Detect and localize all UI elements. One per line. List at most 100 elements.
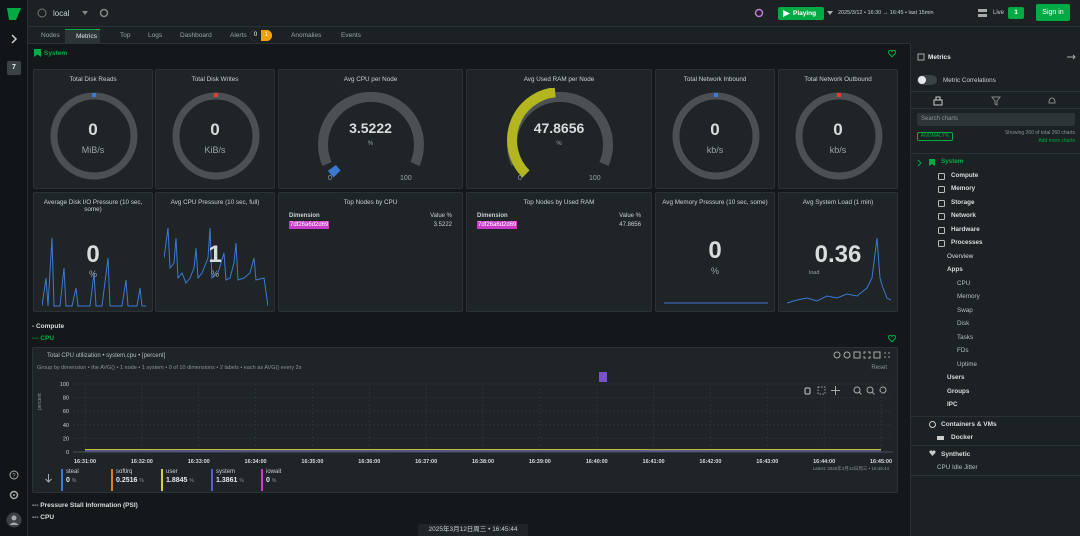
pan-hand-icon[interactable] (803, 386, 812, 395)
tab-alerts[interactable]: Alerts (219, 29, 250, 43)
sparkle-icon[interactable] (754, 8, 764, 18)
legend-value: 1.8845 (166, 477, 188, 484)
nav-item-system[interactable]: System (941, 158, 964, 165)
live-count-badge[interactable]: 1 (1008, 7, 1024, 19)
bell-icon[interactable] (833, 351, 841, 359)
space-name[interactable]: local (53, 9, 70, 18)
alert-counts[interactable]: 0 1 (250, 30, 272, 41)
move-icon[interactable] (831, 386, 840, 395)
card-memory-pressure[interactable]: Avg Memory Pressure (10 sec, some) 0 % (655, 192, 775, 312)
copy-icon[interactable] (853, 351, 861, 359)
card-top-nodes-ram[interactable]: Top Nodes by Used RAM Dimension Value % … (466, 192, 652, 312)
node-name[interactable]: 7df26a6d2d69 (289, 221, 330, 229)
legend-item-softirq[interactable]: softirq 0.2516% (111, 469, 159, 491)
chevron-down-icon[interactable] (827, 11, 833, 16)
legend-item-system[interactable]: system 1.3861% (211, 469, 259, 491)
select-icon[interactable] (817, 386, 826, 395)
nodes-icon[interactable] (977, 8, 988, 18)
gauge-card-disk-writes[interactable]: Total Disk Writes 0 KiB/s (155, 69, 275, 189)
chevron-right-icon[interactable] (9, 34, 19, 44)
playing-button[interactable]: Playing (778, 7, 824, 20)
settings-icon[interactable] (9, 490, 19, 500)
nav-cpu-idle-jitter[interactable]: CPU Idle Jitter (937, 464, 978, 471)
filter-tab-icon[interactable] (991, 96, 1001, 106)
tab-dashboard[interactable]: Dashboard (169, 29, 215, 43)
gauge-card-net-out[interactable]: Total Network Outbound 0 kb/s (778, 69, 898, 189)
chevron-down-icon[interactable] (82, 11, 88, 16)
tab-events[interactable]: Events (330, 29, 364, 43)
legend-item-steal[interactable]: steal 0% (61, 469, 109, 491)
alerts-tab-icon[interactable] (1047, 96, 1057, 106)
layout-icon[interactable] (873, 351, 881, 359)
gear-icon[interactable] (99, 8, 109, 18)
heart-icon[interactable] (888, 335, 896, 342)
legend-item-iowait[interactable]: iowait 0% (261, 469, 309, 491)
nav-synthetic[interactable]: Synthetic (941, 451, 971, 458)
tab-anomalies[interactable]: Anomalies (280, 29, 324, 43)
arrow-down-icon[interactable] (45, 474, 52, 483)
zoom-in-icon[interactable] (853, 386, 862, 395)
add-more-link[interactable]: Add more charts (1038, 138, 1075, 144)
anomaly-toggle[interactable]: ANOMALY% (917, 132, 953, 141)
info-icon[interactable] (843, 351, 851, 359)
chevron-down-icon[interactable] (917, 159, 923, 167)
nav-item-processes[interactable]: Processes (951, 239, 983, 246)
group-by-controls[interactable]: Group by dimension • the AVG() • 1 node … (37, 365, 302, 371)
gauge-max: 100 (589, 175, 601, 182)
nav-item-storage[interactable]: Storage (951, 198, 975, 206)
nav-item-swap[interactable]: Swap (957, 306, 973, 314)
nav-item-ipc[interactable]: IPC (947, 401, 958, 408)
nav-item-memory[interactable]: Memory (957, 293, 980, 300)
nav-item-overview[interactable]: Overview (947, 252, 974, 260)
sign-in-button[interactable]: Sign in (1036, 4, 1070, 21)
nav-item-users[interactable]: Users (947, 374, 965, 381)
panel-title: Metrics (928, 54, 951, 61)
drag-handle-icon[interactable] (883, 351, 891, 359)
cpu-utilization-chart[interactable]: 100 80 60 40 20 0 16:31:00 16:32:00 16:33:00 16:3… (33, 374, 899, 474)
user-avatar-icon[interactable] (6, 512, 22, 528)
nav-item-hardware[interactable]: Hardware (951, 225, 980, 233)
nav-docker[interactable]: Docker (951, 434, 974, 441)
nav-item-compute[interactable]: Compute (951, 171, 979, 179)
gauge-card-disk-reads[interactable]: Total Disk Reads 0 MiB/s (33, 69, 153, 189)
nav-containers[interactable]: Containers & VMs (941, 421, 997, 428)
tab-logs[interactable]: Logs (137, 29, 165, 43)
cpu-chart-card[interactable]: Total CPU utilization • system.cpu • [pe… (32, 347, 898, 493)
card-system-load[interactable]: Avg System Load (1 min) 0.36 load (778, 192, 898, 312)
gauge-card-net-in[interactable]: Total Network Inbound 0 kb/s (655, 69, 775, 189)
nav-item-disk[interactable]: Disk (957, 320, 970, 327)
help-icon[interactable]: ? (9, 470, 19, 480)
fullscreen-icon[interactable] (863, 351, 871, 359)
heart-icon[interactable] (888, 50, 896, 57)
annotation-marker[interactable] (599, 372, 607, 382)
charts-tab-icon[interactable] (933, 96, 943, 106)
tab-metrics[interactable]: Metrics (65, 29, 100, 43)
nav-item-memory[interactable]: Memory (951, 185, 976, 192)
legend-item-user[interactable]: user 1.8845% (161, 469, 209, 491)
reset-button[interactable]: Reset (871, 365, 887, 371)
nav-item-groups[interactable]: Groups (947, 387, 970, 395)
zoom-reset-icon[interactable] (879, 386, 888, 395)
search-charts-input[interactable]: Search charts (917, 113, 1075, 126)
gauge-card-cpu[interactable]: Avg CPU per Node 3.5222 % 0 100 (278, 69, 463, 189)
nav-item-network[interactable]: Network (951, 212, 976, 219)
card-top-nodes-cpu[interactable]: Top Nodes by CPU Dimension Value % 7df26… (278, 192, 463, 312)
nav-item-uptime[interactable]: Uptime (957, 360, 977, 368)
node-name[interactable]: 7df26a6d2d69 (477, 221, 518, 229)
play-icon (783, 10, 790, 17)
collapse-icon[interactable] (1067, 54, 1076, 60)
card-cpu-pressure[interactable]: Avg CPU Pressure (10 sec, full) 1 % (155, 192, 275, 312)
space-badge[interactable]: 7 (7, 61, 21, 75)
card-disk-io-pressure[interactable]: Average Disk I/O Pressure (10 sec, some)… (33, 192, 153, 312)
tab-nodes[interactable]: Nodes (30, 29, 63, 43)
tab-top[interactable]: Top (109, 29, 133, 43)
nav-item-cpu[interactable]: CPU (957, 279, 971, 287)
netdata-logo[interactable] (6, 7, 22, 21)
nav-item-fds[interactable]: FDs (957, 347, 969, 354)
nav-item-apps[interactable]: Apps (947, 266, 963, 273)
zoom-out-icon[interactable] (866, 386, 875, 395)
nav-item-tasks[interactable]: Tasks (957, 333, 974, 341)
time-range[interactable]: 2025/3/12 • 16:30 → 16:45 • last 15min (838, 10, 934, 16)
metric-correlations-toggle[interactable] (917, 75, 937, 85)
gauge-card-ram[interactable]: Avg Used RAM per Node 47.8656 % 0 100 (466, 69, 652, 189)
